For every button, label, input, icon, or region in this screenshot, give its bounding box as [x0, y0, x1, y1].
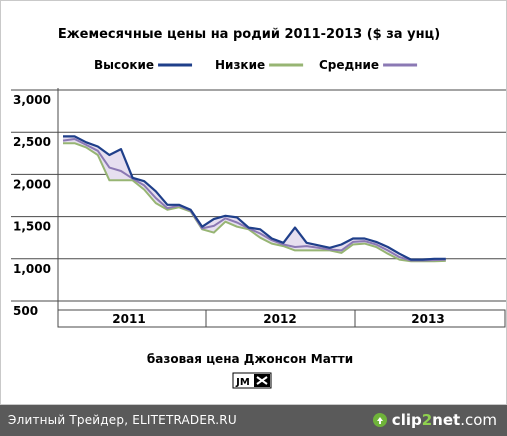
- jm-logo-cross-icon: [256, 376, 268, 385]
- chart-title: Ежемесячные цены на родий 2011-2013 ($ з…: [58, 27, 440, 42]
- chart-subtitle: базовая цена Джонсон Матти: [147, 352, 353, 366]
- brand-part-com: .com: [460, 411, 497, 429]
- series-line-2: [63, 142, 446, 263]
- y-axis-tick-labels: 3,000 2,500 2,000 1,500 1,000 500: [13, 93, 51, 318]
- source-caption: Элитный Трейдер, ELITETRADER.RU: [8, 413, 237, 427]
- chart-legend: Высокие Низкие Средние: [94, 58, 418, 72]
- series-line-1: [63, 135, 446, 261]
- gridlines: [11, 88, 506, 310]
- y-tick-label: 2,000: [13, 177, 51, 191]
- high-low-band: [63, 136, 446, 262]
- series-line-3: [62, 138, 446, 262]
- series-lines: [62, 135, 446, 263]
- year-label-2011: 2011: [112, 312, 145, 326]
- clip2net-logo-icon: [372, 413, 387, 427]
- range-fill: [63, 136, 446, 262]
- y-tick-label: 500: [13, 304, 38, 318]
- y-tick-label: 1,500: [13, 220, 51, 234]
- jm-logo: JM: [232, 372, 272, 389]
- legend-label-3: Средние: [319, 58, 379, 72]
- y-tick-label: 2,500: [13, 135, 51, 149]
- year-label-2013: 2013: [411, 312, 444, 326]
- chart-panel: Ежемесячные цены на родий 2011-2013 ($ з…: [0, 0, 507, 405]
- brand-part-2: 2: [421, 411, 433, 429]
- jm-logo-text: JM: [235, 377, 250, 388]
- year-label-2012: 2012: [263, 312, 296, 326]
- footer-bar: Элитный Трейдер, ELITETRADER.RU clip2net…: [0, 405, 507, 436]
- y-tick-label: 1,000: [13, 262, 51, 276]
- y-tick-label: 3,000: [13, 93, 51, 107]
- rhodium-price-chart: Ежемесячные цены на родий 2011-2013 ($ з…: [11, 27, 506, 389]
- year-axis: 2011 2012 2013: [57, 309, 506, 328]
- brand-part-net: net: [432, 411, 461, 429]
- year-axis-box: [57, 309, 506, 328]
- brand-part-clip: clip: [391, 411, 422, 429]
- legend-label-2: Низкие: [215, 58, 265, 72]
- clip2net-wordmark: clip2net.com: [392, 411, 497, 429]
- clip2net-brand[interactable]: clip2net.com: [372, 410, 497, 430]
- legend-label-1: Высокие: [94, 58, 154, 72]
